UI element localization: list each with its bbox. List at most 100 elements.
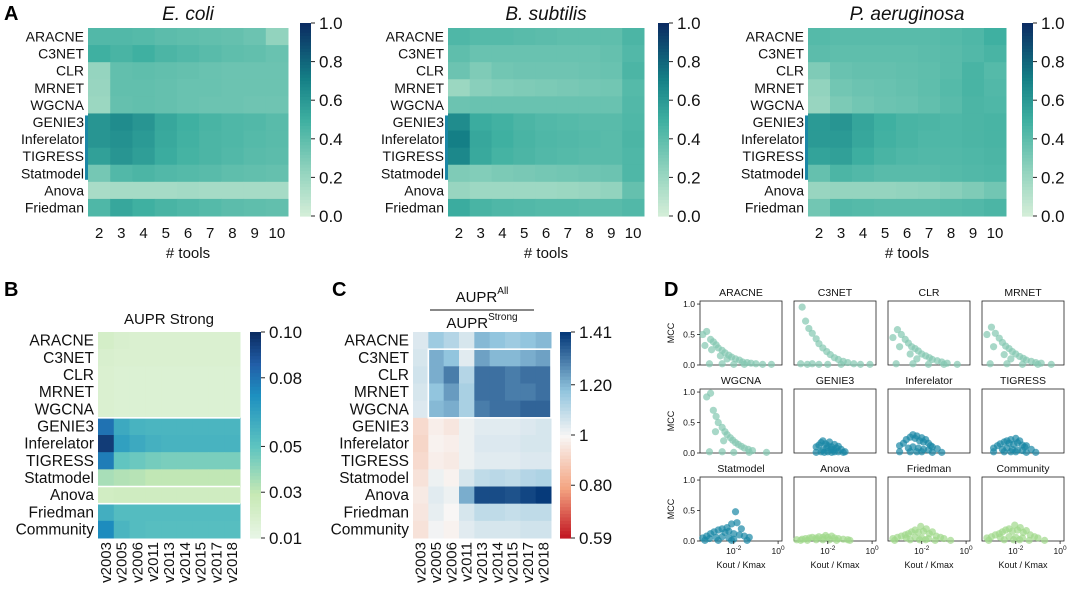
heatmap-cell — [962, 96, 985, 114]
colorbar-tick-label: 0.4 — [677, 130, 701, 149]
heatmap-cell — [852, 147, 875, 166]
data-point — [718, 360, 726, 368]
x-tick-exp: -2 — [924, 545, 930, 552]
data-point — [825, 536, 834, 544]
heatmap-cell — [221, 96, 245, 114]
data-point — [940, 534, 948, 543]
scatter-panel: Inferelator — [887, 375, 971, 456]
data-point — [987, 323, 996, 331]
heatmap-cell — [469, 28, 493, 46]
colorbar-segment — [560, 431, 571, 436]
scatter-panel: MRNET — [981, 287, 1065, 368]
heatmap-cell — [469, 96, 493, 114]
col-label: 9 — [607, 225, 615, 242]
heatmap-cell — [918, 164, 941, 183]
heatmap-cell — [110, 164, 133, 183]
colorbar-segment — [300, 90, 311, 95]
heatmap-cell — [129, 366, 146, 384]
colorbar-segment — [250, 507, 261, 512]
heatmap-cell — [113, 349, 131, 367]
col-label: 7 — [206, 225, 214, 242]
colorbar-segment — [250, 338, 261, 343]
heatmap-cell — [413, 486, 429, 505]
heatmap-cell — [962, 28, 985, 46]
col-label: v2003 — [98, 542, 115, 583]
colorbar-segment — [1022, 142, 1033, 146]
heatmap-cell — [874, 96, 897, 114]
heatmap-cell — [520, 503, 537, 522]
col-label: 8 — [947, 225, 955, 242]
heatmap-cell — [513, 28, 536, 46]
heatmap-cell — [520, 417, 537, 436]
heatmap-cell — [208, 520, 225, 539]
heatmap-cell — [132, 164, 156, 183]
heatmap-cell — [622, 96, 645, 114]
colorbar-segment — [658, 48, 669, 53]
colorbar-segment — [1022, 74, 1033, 79]
colorbar-segment — [560, 510, 571, 515]
y-tick-label: 0.0 — [683, 448, 695, 458]
colorbar-tick-label: 0.03 — [269, 483, 302, 502]
colorbar-segment — [658, 90, 669, 95]
heatmap-cell — [113, 452, 131, 470]
heatmap-cell — [428, 469, 445, 487]
panel-title: Anova — [820, 463, 850, 475]
data-point — [819, 536, 827, 544]
heatmap-cell — [459, 400, 475, 419]
row-label: Friedman — [25, 199, 84, 215]
colorbar-segment — [250, 342, 261, 347]
heatmap-cell — [192, 520, 209, 539]
heatmap-cell — [535, 366, 552, 384]
row-label: ARACNE — [746, 29, 804, 45]
row-label: GENIE3 — [753, 114, 805, 130]
heatmap-cell — [459, 503, 475, 522]
heatmap-cell — [145, 383, 162, 402]
heatmap-cell — [578, 164, 601, 183]
data-point — [940, 360, 948, 368]
colorbar-segment — [300, 164, 311, 169]
ratio-numerator-sup: All — [497, 286, 508, 297]
x-tick-base: 10 — [726, 546, 736, 556]
heatmap-cell — [98, 520, 115, 539]
colorbar-segment — [300, 183, 311, 188]
colorbar-segment — [658, 51, 669, 56]
row-label: GENIE3 — [37, 418, 94, 435]
heatmap-cell — [161, 400, 178, 419]
colorbar-segment — [300, 26, 311, 31]
heatmap-cell — [176, 45, 200, 63]
col-label: 7 — [564, 225, 572, 242]
colorbar-segment — [300, 106, 311, 111]
heatmap-cell — [192, 503, 209, 522]
colorbar-segment — [658, 74, 669, 79]
heatmap-cell — [113, 366, 131, 384]
colorbar-tick-label: 1.0 — [1041, 14, 1065, 33]
col-label: v2013 — [474, 542, 491, 583]
colorbar-tick-label: 0.59 — [579, 529, 612, 548]
heatmap-cell — [940, 62, 963, 80]
data-point — [798, 303, 806, 311]
heatmap-cell — [578, 28, 601, 46]
colorbar-segment — [300, 71, 311, 76]
heatmap-cell — [830, 130, 853, 149]
colorbar-segment — [658, 125, 669, 130]
col-label: 7 — [925, 225, 933, 242]
colorbar-segment — [658, 177, 669, 182]
col-label: 9 — [250, 225, 258, 242]
col-label: 9 — [969, 225, 977, 242]
heatmap-cell — [110, 147, 133, 166]
data-point — [928, 448, 936, 456]
heatmap-cell — [513, 198, 536, 217]
heatmap-cell — [556, 28, 580, 46]
heatmap-cell — [221, 164, 245, 183]
heatmap-cell — [918, 28, 941, 46]
colorbar-tick-label: 0.6 — [1041, 91, 1065, 110]
colorbar-segment — [1022, 80, 1033, 85]
data-point — [913, 355, 921, 363]
row-label: TIGRESS — [341, 453, 409, 470]
data-point — [714, 536, 722, 544]
data-point — [820, 448, 828, 456]
colorbar-segment — [658, 80, 669, 85]
heatmap-cell — [830, 164, 853, 183]
heatmap-cell — [265, 147, 289, 166]
heatmap-cell — [176, 349, 194, 367]
